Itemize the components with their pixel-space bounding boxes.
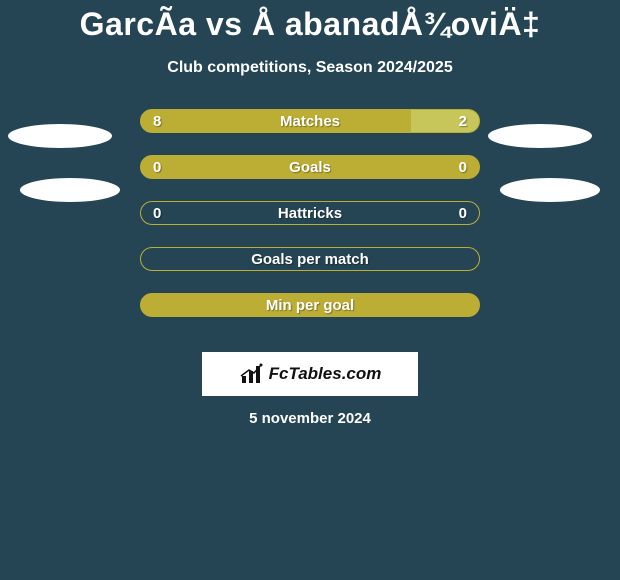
source-badge-text: FcTables.com bbox=[269, 364, 382, 384]
stat-label: Hattricks bbox=[141, 205, 479, 222]
page-subtitle: Club competitions, Season 2024/2025 bbox=[0, 59, 620, 77]
stat-label: Min per goal bbox=[141, 297, 479, 314]
placeholder-ellipse bbox=[8, 124, 112, 148]
stat-label: Goals per match bbox=[141, 251, 479, 268]
bar-chart-icon bbox=[239, 362, 263, 386]
source-badge: FcTables.com bbox=[202, 352, 418, 396]
stat-row: 0Hattricks0 bbox=[140, 201, 480, 225]
stat-label: Matches bbox=[141, 113, 479, 130]
stat-row: Min per goal bbox=[140, 293, 480, 317]
page-title: GarcÃ­a vs Å abanadÅ¾oviÄ‡ bbox=[0, 0, 620, 43]
placeholder-ellipse bbox=[20, 178, 120, 202]
stat-row: 0Goals0 bbox=[140, 155, 480, 179]
stat-right-value: 0 bbox=[459, 205, 467, 222]
stat-row: 8Matches2 bbox=[140, 109, 480, 133]
placeholder-ellipse bbox=[500, 178, 600, 202]
stat-right-value: 2 bbox=[459, 113, 467, 130]
stat-right-value: 0 bbox=[459, 159, 467, 176]
stat-label: Goals bbox=[141, 159, 479, 176]
placeholder-ellipse bbox=[488, 124, 592, 148]
date-text: 5 november 2024 bbox=[0, 410, 620, 427]
stat-row: Goals per match bbox=[140, 247, 480, 271]
